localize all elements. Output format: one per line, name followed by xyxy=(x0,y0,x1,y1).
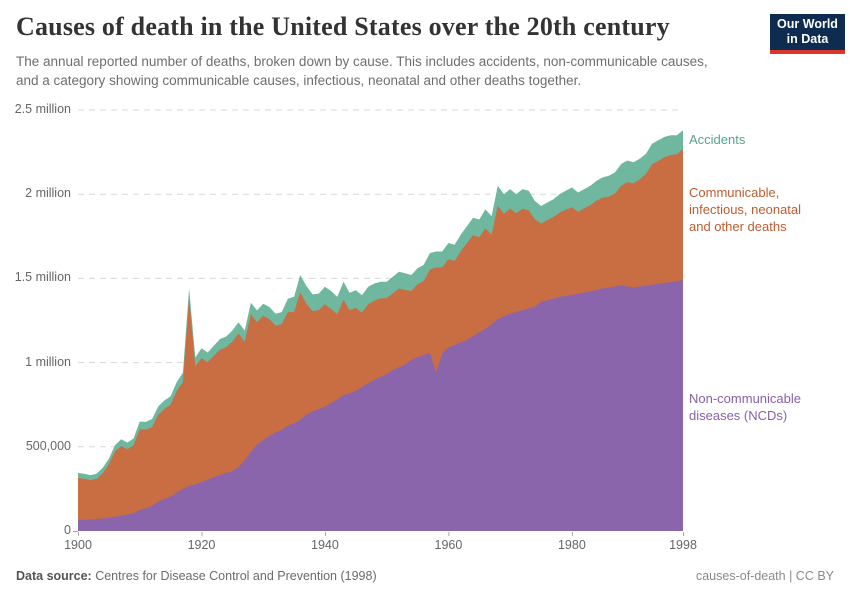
x-tick-label: 1900 xyxy=(64,538,92,552)
data-source-text: Centres for Disease Control and Preventi… xyxy=(91,569,377,583)
attribution-text: causes-of-death | CC BY xyxy=(695,569,834,583)
y-tick-label: 2.5 million xyxy=(14,102,71,116)
owid-logo-line1: Our World xyxy=(777,17,838,31)
y-tick-label: 2 million xyxy=(25,186,71,201)
y-tick-label: 500,000 xyxy=(25,438,71,453)
y-tick-label: 1 million xyxy=(25,354,71,369)
x-tick-label: 1920 xyxy=(187,538,216,552)
series-label-ncd: Non-communicable diseases (NCDs) xyxy=(689,391,801,423)
x-tick-label: 1980 xyxy=(557,538,586,552)
owid-logo-red-bar xyxy=(770,50,845,54)
series-label-communicable: Communicable, infectious, neonatal and o… xyxy=(689,185,802,234)
owid-logo[interactable]: Our World in Data xyxy=(770,14,845,54)
owid-logo-line2: in Data xyxy=(786,32,829,46)
y-tick-label: 0 xyxy=(64,523,71,537)
x-tick-label: 1940 xyxy=(311,538,339,552)
x-tick-label: 1960 xyxy=(434,538,463,552)
chart-subtitle: The annual reported number of deaths, br… xyxy=(16,54,708,88)
area-ncd[interactable] xyxy=(78,280,683,531)
chart-title: Causes of death in the United States ove… xyxy=(16,12,670,41)
series-label-accidents: Accidents xyxy=(689,132,746,147)
data-source-label: Data source: xyxy=(16,569,92,583)
x-tick-label: 1998 xyxy=(669,538,697,552)
data-source-line: Data source: Centres for Disease Control… xyxy=(16,569,377,583)
y-tick-label: 1.5 million xyxy=(14,270,71,285)
